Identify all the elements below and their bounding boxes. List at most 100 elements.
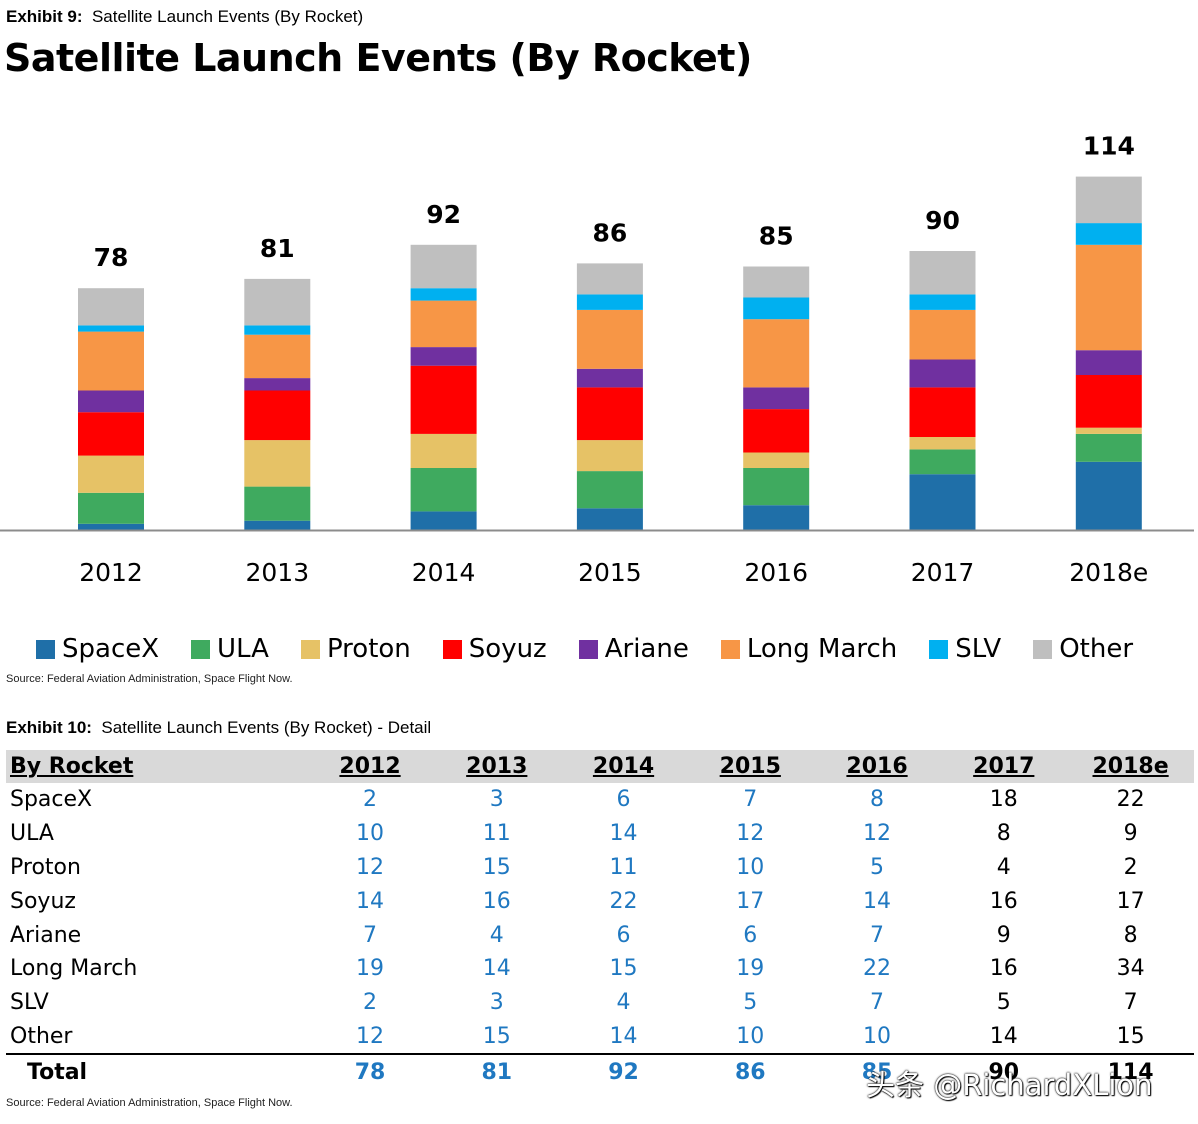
chart-source: Source: Federal Aviation Administration,…: [6, 673, 293, 685]
legend-label: SLV: [955, 634, 1002, 664]
bar-segment-soyuz-2013: [244, 390, 311, 441]
chart-legend: SpaceX ULA Proton Soyuz Ariane Long March SLV O…: [36, 632, 1186, 666]
table-cell: 19: [736, 956, 765, 982]
bar-segment-spacex-2018e: [1075, 461, 1142, 530]
table-cell: 8: [1123, 922, 1138, 948]
table-cell: 5: [996, 990, 1011, 1016]
table-cell: 9: [1123, 821, 1138, 847]
table-row: SpaceX 2 3 6 7 8 18 22: [6, 783, 1194, 817]
table-cell: 18: [989, 787, 1018, 813]
legend-item-ula: ULA: [191, 634, 269, 664]
header-by-rocket: By Rocket: [6, 750, 307, 783]
table-cell: 7: [870, 990, 885, 1016]
table-cell: 14: [609, 1023, 638, 1049]
table-row: Long March 19 14 15 19 22 16 34: [6, 952, 1194, 986]
header-year-2017: 2017: [940, 750, 1068, 783]
table-cell: 10: [736, 1023, 765, 1049]
row-label: SpaceX: [10, 787, 93, 813]
table-row: Proton 12 15 11 10 5 4 2: [6, 851, 1194, 885]
legend-item-ariane: Ariane: [578, 634, 689, 664]
table-cell: 15: [482, 854, 511, 880]
bar-segment-proton-2014: [410, 433, 477, 468]
legend-label: Long March: [746, 634, 898, 664]
table-cell: 14: [482, 956, 511, 982]
table-cell: 8: [996, 821, 1011, 847]
table-cell: 10: [863, 1023, 892, 1049]
bar-segment-ula-2014: [410, 468, 477, 512]
table-cell: 16: [989, 956, 1018, 982]
bars-layer: [78, 176, 1142, 530]
legend-swatch: [36, 639, 55, 659]
table-cell: 7: [870, 922, 885, 948]
total-label-2015: 86: [593, 218, 628, 247]
table-cell: 10: [736, 854, 765, 880]
table-cell: 7: [743, 787, 758, 813]
table-cell: 9: [996, 922, 1011, 948]
legend-label: ULA: [217, 634, 269, 664]
legend-label: SpaceX: [62, 634, 160, 664]
table-cell: 6: [616, 787, 631, 813]
table-cell: 22: [609, 888, 638, 914]
total-label-2017: 90: [925, 206, 960, 235]
legend-item-other: Other: [1033, 634, 1133, 664]
bar-segment-ula-2017: [909, 449, 976, 475]
bar-segment-slv-2015: [576, 294, 643, 310]
x-tick-label-2014: 2014: [412, 558, 476, 587]
table-cell: 14: [989, 1023, 1018, 1049]
table-cell: 7: [1123, 990, 1138, 1016]
table-cell: 81: [433, 1053, 561, 1090]
x-tick-label-2016: 2016: [744, 558, 808, 587]
table-total-row: Total 78 81 92 86 85 90 114: [6, 1053, 1194, 1090]
table-cell: 14: [609, 821, 638, 847]
table-cell: 19: [356, 956, 385, 982]
bar-segment-slv-2014: [410, 288, 477, 301]
row-label: Total: [6, 1053, 307, 1090]
table-cell: 86: [686, 1053, 814, 1090]
table-source: Source: Federal Aviation Administration,…: [6, 1097, 293, 1109]
table-cell: 2: [363, 990, 378, 1016]
legend-swatch: [578, 639, 598, 659]
bar-segment-long-march-2012: [78, 331, 144, 391]
bar-segment-soyuz-2014: [410, 365, 477, 434]
exhibit-10-caption-text: Satellite Launch Events (By Rocket) - De…: [101, 718, 432, 737]
bar-segment-ula-2016: [743, 468, 810, 506]
legend-swatch: [720, 639, 740, 659]
x-tick-label-2017: 2017: [911, 558, 975, 587]
legend-swatch: [929, 639, 949, 659]
header-year-2012: 2012: [306, 750, 434, 783]
table-cell: 4: [616, 990, 631, 1016]
bar-segment-long-march-2016: [743, 319, 810, 388]
legend-item-proton: Proton: [300, 634, 411, 664]
table-row: Other 12 15 14 10 10 14 15: [6, 1020, 1194, 1055]
legend-swatch: [1033, 639, 1053, 659]
header-year-2015: 2015: [686, 750, 814, 783]
bar-segment-other-2015: [576, 263, 643, 295]
row-label: Long March: [10, 956, 138, 982]
x-tick-label-2012: 2012: [79, 558, 143, 587]
table-cell: 90: [940, 1053, 1068, 1090]
bar-segment-long-march-2015: [576, 309, 643, 369]
bar-segment-soyuz-2012: [78, 412, 144, 456]
bar-segment-ariane-2012: [78, 390, 144, 413]
table-row: Ariane 7 4 6 6 7 9 8: [6, 918, 1194, 952]
table-cell: 2: [1123, 854, 1138, 880]
bar-segment-ula-2013: [244, 486, 311, 521]
table-cell: 15: [1116, 1023, 1145, 1049]
table-cell: 22: [1116, 787, 1145, 813]
bar-segment-long-march-2013: [244, 334, 311, 379]
table-cell: 14: [863, 888, 892, 914]
table-row: Soyuz 14 16 22 17 14 16 17: [6, 884, 1194, 918]
stacked-bar-chart: 78 2012 81 2013 92 2014 86 2015 85 2016 90 2017 114 2…: [0, 132, 1194, 587]
legend-item-long-march: Long March: [720, 634, 898, 664]
bar-segment-other-2012: [78, 288, 144, 326]
x-tick-label-2018e: 2018e: [1069, 558, 1148, 587]
bar-segment-slv-2017: [909, 294, 976, 310]
table-cell: 11: [482, 821, 511, 847]
bar-segment-ariane-2016: [743, 387, 810, 410]
table-cell: 4: [996, 854, 1011, 880]
row-label: Proton: [10, 854, 81, 880]
table-row: SLV 2 3 4 5 7 5 7: [6, 986, 1194, 1020]
table-cell: 12: [863, 821, 892, 847]
total-label-2016: 85: [759, 222, 794, 251]
bar-segment-spacex-2016: [743, 505, 810, 530]
